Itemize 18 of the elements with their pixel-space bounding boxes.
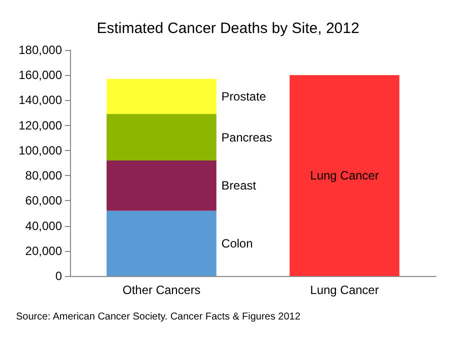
series-label: Breast: [221, 178, 257, 193]
y-tick-label: 140,000: [18, 93, 62, 108]
y-tick-label: 160,000: [18, 68, 62, 82]
series-label: Colon: [221, 236, 253, 250]
y-tick-label: 100,000: [18, 143, 62, 158]
y-tick-label: 20,000: [25, 244, 62, 258]
y-tick-label: 120,000: [18, 118, 62, 132]
series-label: Pancreas: [221, 130, 272, 144]
y-tick-label: 80,000: [25, 168, 62, 183]
y-tick-label: 180,000: [18, 43, 62, 57]
series-label: Lung Cancer: [310, 168, 379, 183]
x-tick-label: Other Cancers: [122, 283, 201, 297]
chart-title: Estimated Cancer Deaths by Site, 2012: [96, 20, 360, 37]
series-label: Prostate: [221, 89, 266, 104]
source-note: Source: American Cancer Society. Cancer Facts & Figures 2012: [16, 312, 301, 322]
y-tick-label: 40,000: [25, 218, 62, 233]
y-tick-label: 0: [55, 269, 62, 283]
y-tick-label: 60,000: [25, 194, 62, 208]
